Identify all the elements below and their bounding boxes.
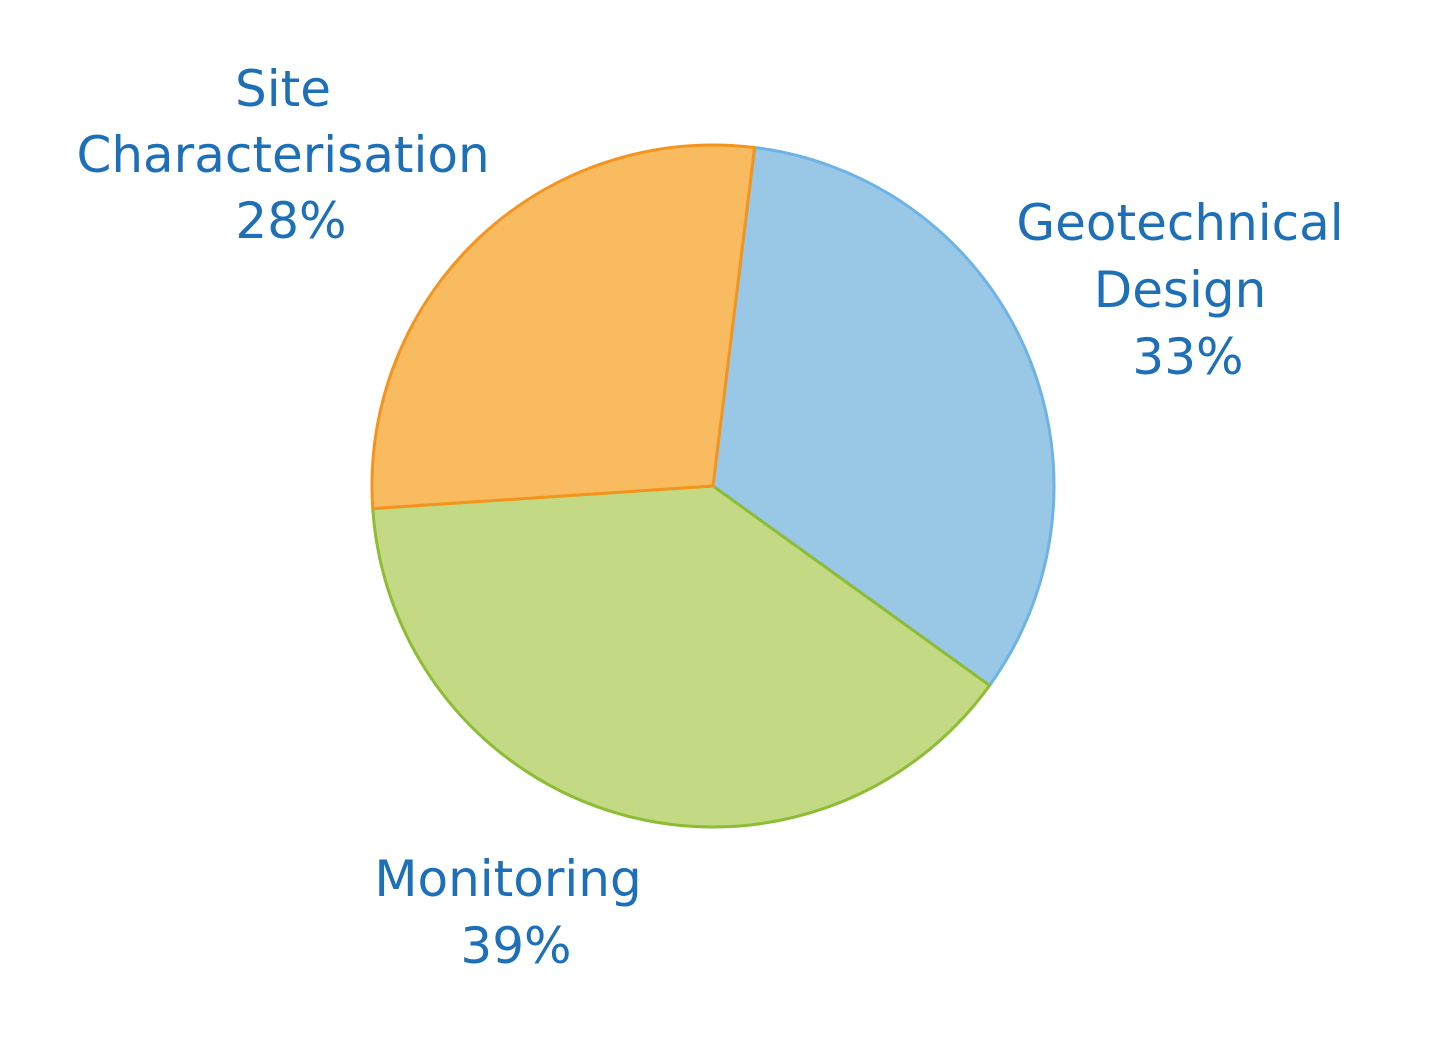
slice-label-site-characterisation: Site Characterisation 28% (76, 60, 505, 250)
pie-slices (370, 143, 1056, 829)
slice-percent-label: 28% (235, 192, 346, 250)
slice-percent-label: 39% (460, 917, 571, 975)
slice-label-line: Site (235, 60, 331, 118)
pie-slice-geotechnical-design (711, 146, 1056, 687)
slice-label-line: Characterisation (76, 126, 489, 184)
slice-label-geotechnical-design: Geotechnical Design 33% (1016, 194, 1359, 386)
slice-label-line: Design (1094, 261, 1267, 319)
pie-slice-site-characterisation (370, 143, 757, 511)
slice-label-monitoring: Monitoring 39% (374, 850, 657, 975)
slice-label-line: Monitoring (374, 850, 641, 908)
pie-slice-monitoring (371, 484, 992, 829)
slice-percent-label: 33% (1132, 328, 1243, 386)
slice-label-line: Geotechnical (1016, 194, 1343, 252)
